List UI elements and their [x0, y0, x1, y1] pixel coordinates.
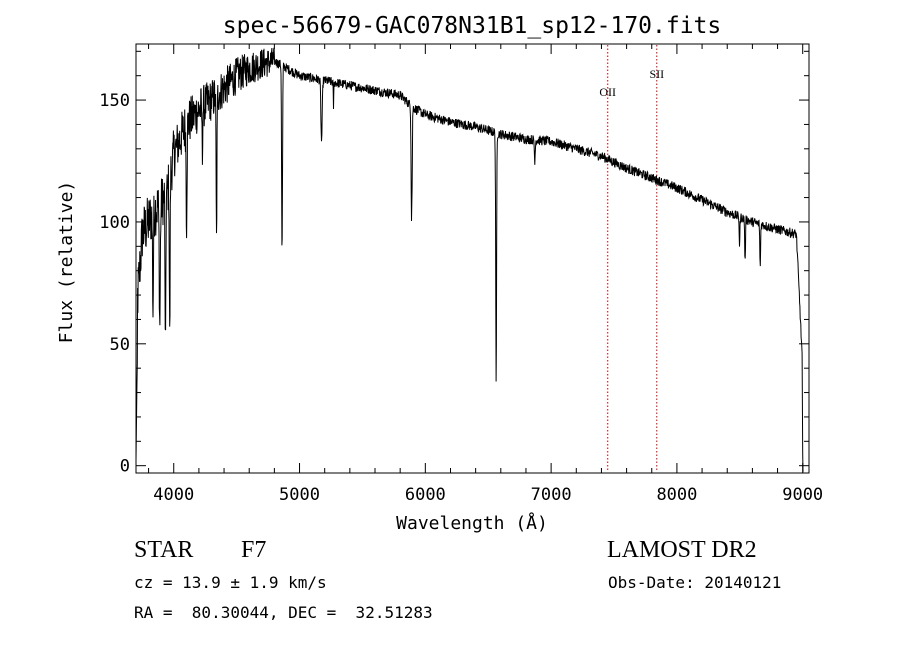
object-subclass: F7	[241, 537, 267, 563]
plot-frame	[135, 43, 810, 474]
axis-tick-labels: 4000 5000 6000 7000 8000 9000 0 50 100 150	[99, 91, 823, 505]
chart-title: spec-56679-GAC078N31B1_sp12-170.fits	[223, 13, 722, 39]
y-tick-label: 0	[120, 457, 130, 477]
marked-line-label: SII	[649, 67, 664, 81]
marked-spectral-lines: OII SII	[599, 45, 664, 472]
marked-line-label: OII	[599, 85, 616, 99]
x-tick-label: 9000	[782, 485, 823, 505]
observation-date: Obs-Date: 20140121	[608, 573, 782, 592]
spectrum-series-line	[135, 47, 804, 473]
y-tick-label: 50	[110, 335, 130, 355]
object-class: STAR	[134, 537, 194, 563]
axis-ticks	[136, 44, 809, 473]
x-tick-label: 7000	[531, 485, 572, 505]
x-axis-label: Wavelength (Å)	[396, 512, 548, 534]
y-tick-label: 100	[99, 213, 130, 233]
x-tick-label: 6000	[405, 485, 446, 505]
survey-name: LAMOST DR2	[607, 537, 757, 563]
x-tick-label: 4000	[153, 485, 194, 505]
x-tick-label: 5000	[279, 485, 320, 505]
y-axis-label: Flux (relative)	[56, 181, 77, 344]
x-tick-label: 8000	[656, 485, 697, 505]
coordinates-readout: RA = 80.30044, DEC = 32.51283	[134, 603, 433, 622]
redshift-readout: cz = 13.9 ± 1.9 km/s	[134, 573, 327, 592]
y-tick-label: 150	[99, 91, 130, 111]
